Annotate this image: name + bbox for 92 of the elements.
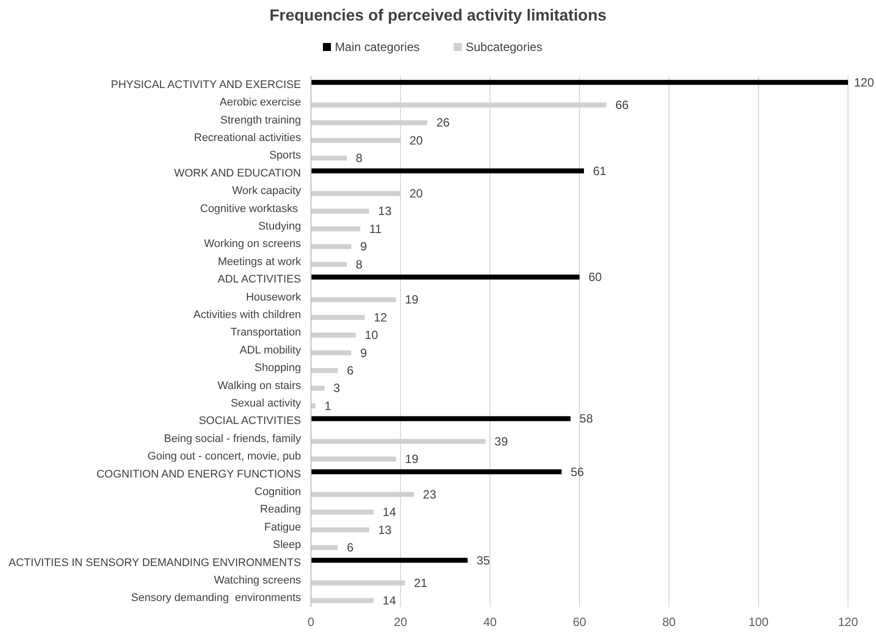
bar	[311, 403, 316, 408]
bar	[311, 456, 396, 462]
data-label: 12	[374, 310, 388, 324]
y-tick-label: Strength training	[220, 114, 301, 126]
data-label: 14	[382, 505, 396, 520]
data-label: 20	[410, 186, 424, 201]
data-label: 13	[378, 522, 392, 537]
bar	[311, 598, 374, 604]
data-label: 58	[580, 412, 594, 426]
bar	[311, 244, 352, 250]
data-label: 9	[360, 346, 368, 360]
data-label: 66	[615, 98, 630, 112]
y-tick-label: ADL mobility	[240, 344, 302, 356]
data-label: 20	[410, 133, 424, 148]
bar	[311, 332, 356, 338]
y-tick-label: Work capacity	[232, 185, 302, 198]
legend-label: Subcategories	[466, 40, 542, 54]
data-label: 19	[405, 452, 419, 466]
data-label: 21	[414, 576, 428, 590]
data-label: 13	[378, 204, 392, 218]
y-tick-label: Watching screens	[214, 574, 302, 586]
y-tick-label: Housework	[246, 291, 302, 304]
bar	[311, 168, 584, 174]
data-label: 26	[436, 116, 450, 130]
x-tick-label: 40	[483, 615, 497, 629]
bar	[311, 416, 571, 422]
legend-label: Main categories	[334, 40, 420, 54]
y-tick-label: Sensory demanding environments	[131, 592, 302, 604]
bar	[311, 297, 396, 302]
data-label: 14	[382, 594, 396, 608]
x-tick-label: 100	[748, 615, 769, 629]
bar	[311, 80, 848, 85]
y-tick-label: Recreational activities	[194, 132, 302, 144]
data-label: 23	[422, 487, 437, 502]
data-label: 60	[588, 270, 602, 284]
data-label: 9	[360, 240, 368, 254]
x-tick-label: 20	[394, 615, 408, 629]
data-label: 39	[494, 434, 508, 448]
chart-title: Frequencies of perceived activity limitations	[270, 8, 607, 24]
y-tick-label: WORK AND EDUCATION	[174, 167, 302, 180]
y-tick-label: Activities with children	[193, 308, 301, 321]
x-tick-label: 120	[838, 615, 858, 629]
x-tick-label: 60	[572, 615, 586, 629]
y-tick-label: Transportation	[230, 326, 301, 339]
bar	[311, 208, 370, 214]
data-label: 120	[854, 75, 874, 90]
data-label: 6	[346, 540, 354, 555]
y-tick-label: SOCIAL ACTIVITIES	[198, 415, 301, 428]
y-tick-label: Sleep	[272, 539, 301, 552]
x-tick-label: 0	[308, 615, 315, 629]
bar	[311, 314, 365, 320]
y-tick-label: COGNITION AND ENERGY FUNCTIONS	[96, 468, 301, 480]
data-label: 6	[346, 364, 354, 378]
bar	[311, 226, 360, 232]
y-tick-label: Reading	[260, 504, 301, 516]
bar	[311, 156, 347, 161]
y-tick-label: Being social - friends, family	[164, 432, 302, 445]
y-tick-label: Going out - concert, movie, pub	[148, 450, 301, 463]
bar	[311, 545, 338, 550]
data-label: 1	[324, 398, 332, 413]
y-tick-label: ACTIVITIES IN SENSORY DEMANDING ENVIRONMENTS	[8, 556, 301, 569]
data-label: 19	[405, 292, 419, 307]
bar	[311, 510, 374, 515]
y-tick-label: Cognition	[254, 486, 301, 498]
data-label: 11	[369, 222, 382, 236]
bar	[311, 469, 562, 474]
y-tick-label: Cognitive worktasks	[200, 202, 301, 215]
data-label: 8	[356, 257, 363, 272]
data-label: 35	[476, 553, 490, 568]
data-label: 56	[570, 464, 584, 479]
y-tick-label: Sexual activity	[230, 397, 302, 410]
data-label: 8	[356, 151, 363, 166]
y-tick-label: Aerobic exercise	[220, 96, 301, 109]
data-label: 10	[364, 328, 378, 342]
y-tick-label: Meetings at work	[218, 256, 302, 268]
y-tick-label: Sports	[269, 150, 302, 162]
bar	[311, 274, 580, 280]
bar	[311, 558, 468, 563]
y-tick-label: Walking on stairs	[218, 380, 302, 392]
bar	[311, 350, 352, 356]
data-label: 61	[592, 164, 607, 178]
bar	[311, 368, 338, 374]
bar	[311, 527, 370, 532]
y-tick-label: Working on screens	[204, 238, 302, 250]
y-tick-label: Fatigue	[264, 521, 301, 534]
y-tick-label: PHYSICAL ACTIVITY AND EXERCISE	[110, 78, 301, 91]
y-tick-label: Studying	[258, 220, 301, 232]
bar	[311, 262, 347, 267]
data-label: 3	[333, 381, 340, 396]
y-tick-label: Shopping	[254, 362, 301, 374]
x-tick-label: 80	[662, 615, 676, 629]
y-tick-label: ADL ACTIVITIES	[218, 274, 301, 286]
